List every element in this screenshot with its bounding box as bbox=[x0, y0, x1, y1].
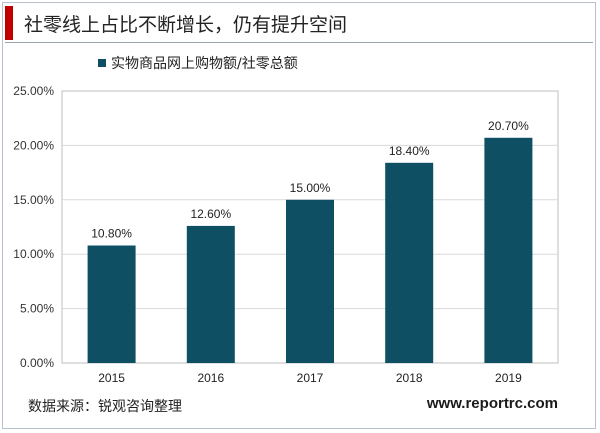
x-tick-label: 2016 bbox=[197, 371, 224, 385]
page-title: 社零线上占比不断增长，仍有提升空间 bbox=[24, 14, 348, 36]
data-label: 20.70% bbox=[488, 119, 529, 133]
data-label: 12.60% bbox=[190, 207, 231, 221]
legend-swatch bbox=[98, 59, 106, 67]
legend-label: 实物商品网上购物额/社零总额 bbox=[111, 56, 298, 72]
bar-2016 bbox=[186, 225, 235, 363]
y-tick-label: 5.00% bbox=[20, 302, 54, 316]
x-tick-label: 2018 bbox=[396, 371, 423, 385]
y-tick-label: 25.00% bbox=[13, 84, 54, 98]
data-label: 18.40% bbox=[389, 144, 430, 158]
bar-2017 bbox=[286, 199, 334, 363]
website-url[interactable]: www.reportrc.com bbox=[426, 395, 558, 412]
y-tick-label: 0.00% bbox=[20, 356, 54, 370]
x-tick-label: 2015 bbox=[98, 371, 125, 385]
data-label: 10.80% bbox=[91, 226, 132, 240]
y-tick-label: 20.00% bbox=[13, 138, 54, 152]
bar-2019 bbox=[484, 137, 533, 363]
y-tick-label: 10.00% bbox=[13, 247, 54, 261]
bar-2018 bbox=[385, 162, 434, 363]
title-divider bbox=[5, 42, 593, 43]
source-note: 数据来源：锐观咨询整理 bbox=[28, 399, 182, 415]
data-label: 15.00% bbox=[290, 181, 331, 195]
x-tick-label: 2019 bbox=[495, 371, 522, 385]
title-accent-bar bbox=[5, 6, 13, 40]
x-tick-label: 2017 bbox=[297, 371, 324, 385]
y-tick-label: 15.00% bbox=[13, 193, 54, 207]
bar-2015 bbox=[87, 245, 136, 363]
frame-border bbox=[2, 2, 596, 429]
